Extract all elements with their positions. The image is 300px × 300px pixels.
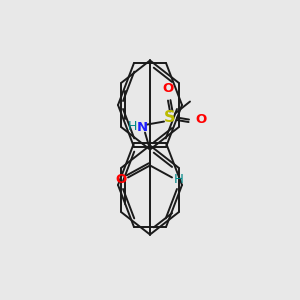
Text: H: H [174,173,184,186]
Text: O: O [162,82,174,95]
Text: O: O [116,173,127,186]
Text: O: O [195,113,207,126]
Text: N: N [136,121,148,134]
Text: S: S [164,110,176,125]
Text: H: H [127,120,137,133]
